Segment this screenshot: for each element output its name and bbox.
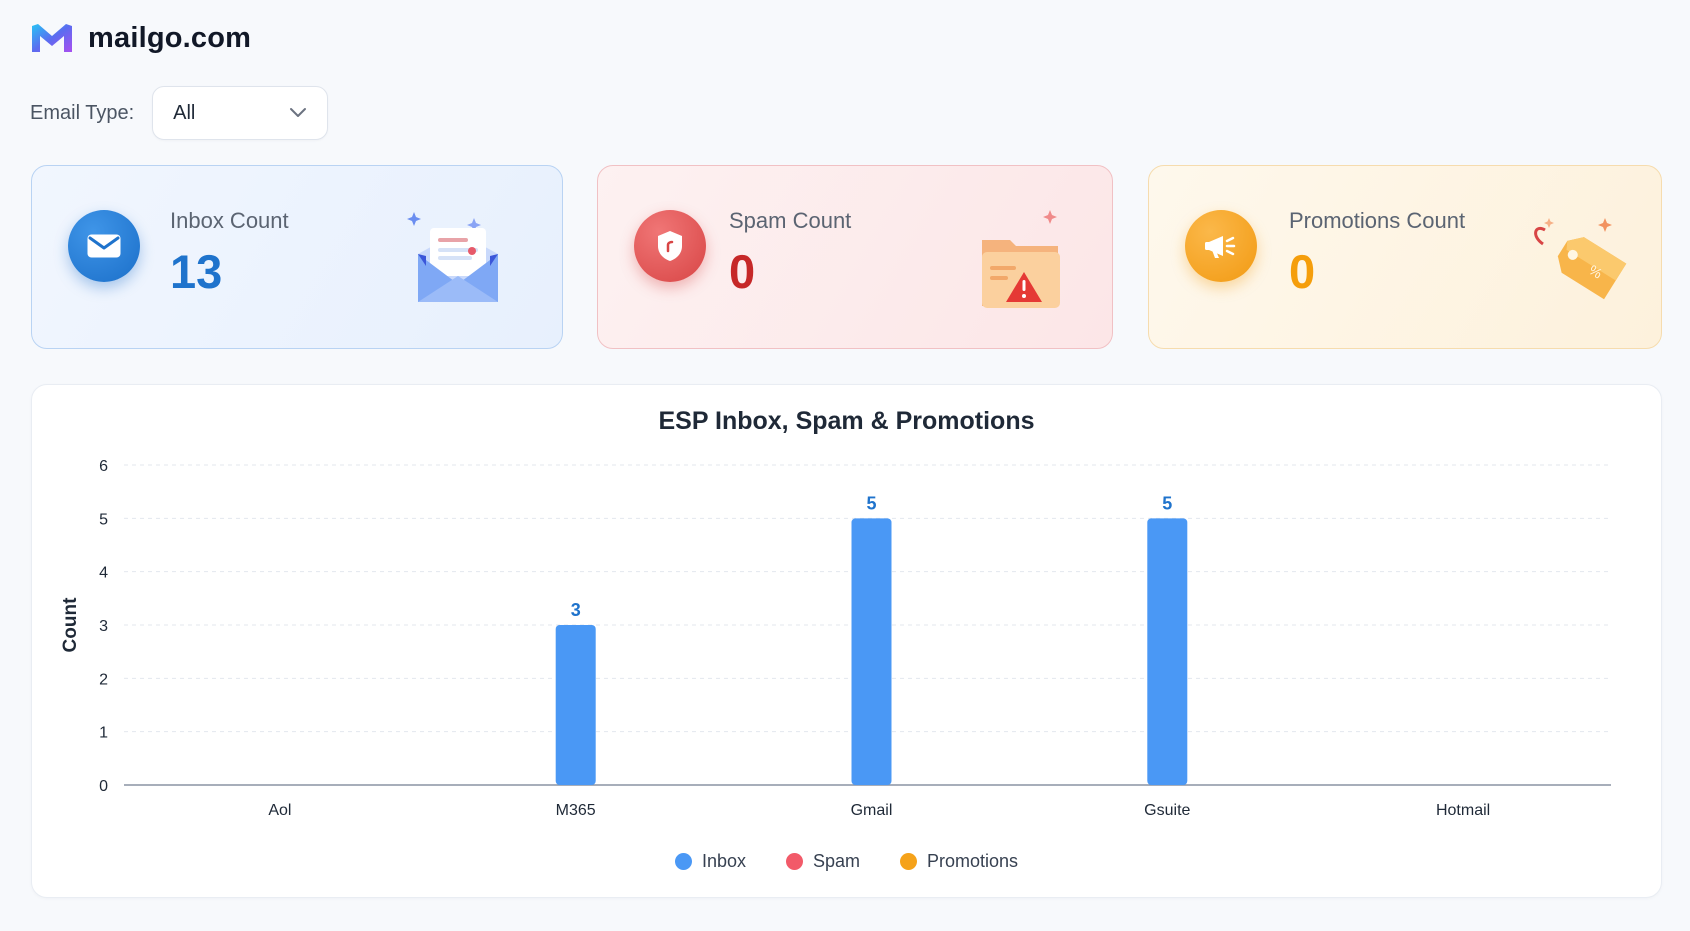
x-tick-label: Gmail: [851, 802, 893, 819]
y-tick-label: 0: [99, 778, 108, 795]
y-tick-label: 4: [99, 565, 108, 582]
legend-dot-spam: [785, 853, 803, 870]
brand-name[interactable]: mailgo.com: [88, 21, 252, 54]
folder-warning-illustration: [982, 210, 1060, 308]
y-tick-label: 5: [99, 511, 108, 528]
legend-label-inbox: Inbox: [701, 851, 746, 871]
price-tag-illustration: %: [1534, 218, 1627, 300]
x-tick-label: Hotmail: [1436, 802, 1490, 819]
x-tick-label: Gsuite: [1144, 802, 1190, 819]
legend-label-spam: Spam: [812, 851, 861, 871]
promotions-count-value: 0: [1289, 245, 1316, 298]
envelope-icon: [68, 210, 140, 282]
data-label: 5: [1162, 493, 1172, 513]
y-tick-label: 1: [99, 725, 108, 742]
inbox-count-value: 13: [170, 245, 223, 298]
app-header: mailgo.com: [30, 20, 251, 56]
promotions-count-title: Promotions Count: [1289, 208, 1466, 233]
bar-inbox-gmail: [851, 518, 892, 785]
email-type-filter: Email Type: All: [30, 86, 329, 140]
legend-dot-promotions: [900, 853, 918, 870]
spam-count-card: Spam Count 0: [597, 165, 1113, 349]
megaphone-icon: [1185, 210, 1257, 282]
x-tick-label: Aol: [268, 802, 291, 819]
chevron-down-icon: [290, 108, 307, 117]
data-label: 5: [866, 493, 876, 513]
esp-chart-card: ESP Inbox, Spam & Promotions 0 1 2 3 4 5 6 Coun…: [31, 384, 1662, 898]
email-type-select[interactable]: All: [152, 86, 329, 140]
legend-item-spam[interactable]: Spam: [785, 851, 861, 872]
y-tick-label: 6: [99, 458, 108, 475]
chart-title: ESP Inbox, Spam & Promotions: [658, 407, 1035, 435]
y-tick-label: 3: [99, 618, 108, 635]
y-axis-label: Count: [60, 597, 81, 653]
chart-legend: Inbox Spam Promotions: [32, 851, 1661, 872]
promotions-count-card: Promotions Count 0 %: [1148, 165, 1662, 349]
data-label: 3: [571, 600, 581, 620]
esp-bar-chart: 0 1 2 3 4 5 6 Count Aol M365 3 Gmail 5 Gsuite 5 Hotmail: [60, 458, 1611, 819]
inbox-count-card: Inbox Count 13: [31, 165, 563, 349]
y-tick-label: 2: [99, 671, 108, 688]
legend-dot-inbox: [674, 853, 692, 870]
bar-inbox-m365: [555, 625, 596, 785]
inbox-count-title: Inbox Count: [170, 208, 289, 233]
x-tick-label: M365: [556, 802, 596, 819]
email-type-label: Email Type:: [30, 101, 135, 124]
legend-item-promotions[interactable]: Promotions: [900, 851, 1018, 872]
mailgo-logo-icon[interactable]: [30, 20, 74, 56]
legend-item-inbox[interactable]: Inbox: [674, 851, 746, 872]
email-type-selected-value: All: [173, 101, 196, 124]
shield-icon: [634, 210, 706, 282]
legend-label-promotions: Promotions: [927, 851, 1019, 871]
open-envelope-illustration: [407, 212, 498, 302]
bar-inbox-gsuite: [1147, 518, 1188, 785]
spam-count-value: 0: [729, 245, 756, 298]
spam-count-title: Spam Count: [729, 208, 852, 233]
